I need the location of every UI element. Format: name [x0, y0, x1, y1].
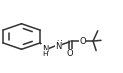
- Text: O: O: [67, 49, 74, 58]
- Text: H: H: [56, 40, 61, 46]
- Text: N: N: [55, 42, 62, 51]
- Text: N: N: [42, 45, 48, 54]
- Text: H: H: [42, 51, 48, 57]
- Text: O: O: [79, 37, 86, 46]
